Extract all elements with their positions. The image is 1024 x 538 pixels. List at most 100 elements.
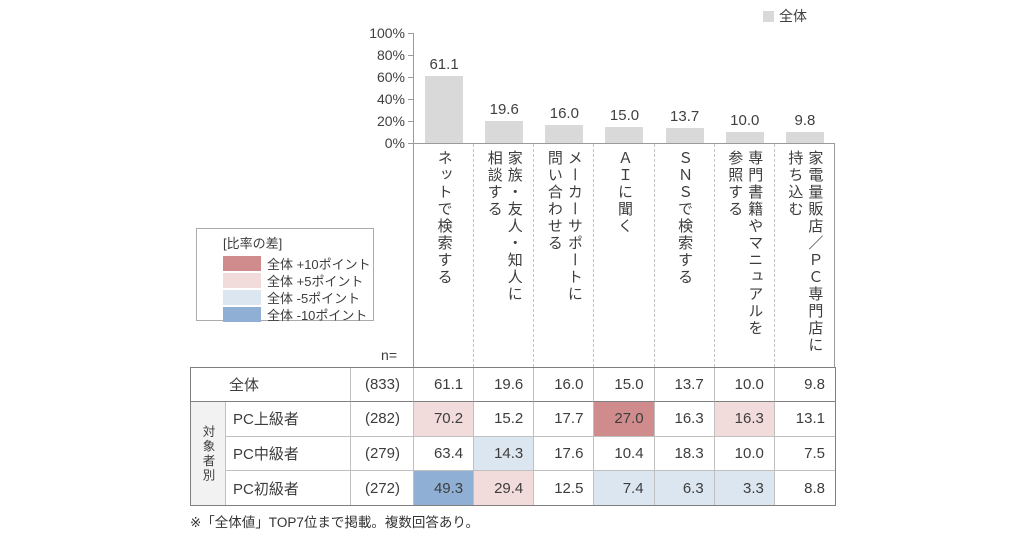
value-cell: 10.0 <box>714 436 775 471</box>
value-cell: 19.6 <box>474 368 535 403</box>
row-label-cell: PC初級者 <box>226 470 351 506</box>
bar <box>665 127 704 143</box>
value-cell: 12.5 <box>534 470 595 506</box>
value-cell: 8.8 <box>774 470 835 506</box>
value-cell: 63.4 <box>414 436 475 471</box>
category-column: 専門書籍やマニュアルを 参照する <box>715 144 775 367</box>
category-label: ＡＩに聞く <box>614 150 634 367</box>
category-label-line: 問い合わせる <box>545 150 563 252</box>
y-axis-tick-label: 0% <box>384 135 405 151</box>
category-label-line: ＳＮＳで検索する <box>676 150 694 286</box>
y-axis-tick-label: 20% <box>376 113 405 129</box>
row-label-cell: PC上級者 <box>226 402 351 437</box>
bar-value-label: 61.1 <box>429 55 459 73</box>
category-label: ネットで検索する <box>434 150 454 367</box>
n-cell: (272) <box>351 470 414 506</box>
bar-column: 9.8 <box>775 33 835 143</box>
value-cell: 18.3 <box>654 436 715 471</box>
row-label-cell: 全体 <box>191 368 351 403</box>
legend-swatch <box>763 10 774 22</box>
bar-column: 19.6 <box>474 33 534 143</box>
y-axis-tick-label: 60% <box>376 69 405 85</box>
category-label: ＳＮＳで検索する <box>674 150 694 367</box>
y-axis-tick-mark <box>408 121 413 122</box>
n-column-header: n= <box>381 347 397 363</box>
bar-plot-area: 61.1 19.6 16.0 15.0 13.7 10.0 9.8 <box>413 33 835 143</box>
y-axis-tick-mark <box>408 33 413 34</box>
category-label-line: メーカーサポートに <box>565 150 583 303</box>
category-label-line: 家電量販店／ＰＣ専門店に <box>806 150 824 354</box>
bar-column: 61.1 <box>414 33 474 143</box>
value-cell: 15.2 <box>474 402 535 437</box>
diff-legend-swatch <box>223 273 261 288</box>
diff-legend-swatch <box>223 290 261 305</box>
diff-legend-box: [比率の差] 全体 +10ポイント 全体 +5ポイント 全体 -5ポイント 全体 -1… <box>196 228 374 323</box>
diff-legend-label: 全体 +10ポイント <box>267 257 371 272</box>
legend-label: 全体 <box>779 8 807 24</box>
bar-column: 10.0 <box>715 33 775 143</box>
category-column: ＳＮＳで検索する <box>655 144 715 367</box>
data-table: 全体 (833) 61.1 19.6 16.0 15.0 13.7 10.0 9.8 対象者別 PC… <box>190 367 836 507</box>
category-label: メーカーサポートに 問い合わせる <box>544 150 584 367</box>
value-cell: 17.7 <box>534 402 595 437</box>
diff-legend-entry: 全体 +10ポイント <box>223 255 373 272</box>
value-cell: 16.0 <box>534 368 595 403</box>
bar <box>725 132 764 143</box>
category-label: 家電量販店／ＰＣ専門店に 持ち込む <box>784 150 824 367</box>
y-axis-tick-label: 100% <box>369 25 405 41</box>
diff-legend-swatch <box>223 307 261 322</box>
n-cell: (279) <box>351 436 414 471</box>
value-cell: 7.5 <box>774 436 835 471</box>
diff-legend-entry: 全体 +5ポイント <box>223 272 373 289</box>
y-axis-tick-mark <box>408 77 413 78</box>
value-cell: 49.3 <box>414 470 475 506</box>
bar-value-label: 10.0 <box>730 112 760 129</box>
diff-legend-entry: 全体 -10ポイント <box>223 306 373 323</box>
value-cell: 27.0 <box>594 402 655 437</box>
bar <box>545 125 584 143</box>
value-cell: 13.7 <box>654 368 715 403</box>
category-label-line: 専門書籍やマニュアルを <box>746 150 764 337</box>
category-column: 家電量販店／ＰＣ専門店に 持ち込む <box>775 144 834 367</box>
category-label-line: ＡＩに聞く <box>615 150 633 235</box>
diff-legend-label: 全体 -10ポイント <box>267 308 368 323</box>
bar-value-label: 15.0 <box>609 106 640 124</box>
category-column: メーカーサポートに 問い合わせる <box>534 144 595 367</box>
category-label-line: 参照する <box>726 150 744 218</box>
bar-column: 13.7 <box>655 33 715 143</box>
chart-legend: 全体 <box>763 6 807 26</box>
row-label-cell: PC中級者 <box>226 436 351 471</box>
diff-legend-title: [比率の差] <box>223 236 283 251</box>
n-cell: (282) <box>351 402 414 437</box>
value-cell: 70.2 <box>414 402 475 437</box>
value-cell: 14.3 <box>474 436 535 471</box>
diff-legend-label: 全体 +5ポイント <box>267 274 364 289</box>
value-cell: 9.8 <box>774 368 835 403</box>
category-column: ＡＩに聞く <box>594 144 655 367</box>
bar-value-label: 13.7 <box>670 107 700 125</box>
diff-legend-label: 全体 -5ポイント <box>267 291 361 306</box>
category-column: ネットで検索する <box>414 144 475 367</box>
bar <box>425 75 464 143</box>
value-cell: 10.4 <box>594 436 655 471</box>
bar <box>485 121 524 143</box>
value-cell: 6.3 <box>654 470 715 506</box>
category-label: 家族・友人・知人に 相談する <box>484 150 524 367</box>
value-cell: 10.0 <box>714 368 775 403</box>
y-axis-tick-label: 40% <box>376 91 405 107</box>
category-column: 家族・友人・知人に 相談する <box>474 144 535 367</box>
category-label-area: ネットで検索する 家族・友人・知人に 相談する メーカーサポートに 問い合わせる ＡＩに聞… <box>413 143 835 367</box>
diff-legend-swatch <box>223 256 261 271</box>
value-cell: 15.0 <box>594 368 655 403</box>
category-label: 専門書籍やマニュアルを 参照する <box>724 150 764 367</box>
value-cell: 16.3 <box>714 402 775 437</box>
category-label-line: 相談する <box>485 150 503 218</box>
value-cell: 17.6 <box>534 436 595 471</box>
bar-value-label: 19.6 <box>489 101 519 119</box>
category-label-line: 家族・友人・知人に <box>505 150 523 303</box>
category-label-line: ネットで検索する <box>435 150 453 286</box>
y-axis-tick-mark <box>408 143 413 144</box>
value-cell: 7.4 <box>594 470 655 506</box>
value-cell: 13.1 <box>774 402 835 437</box>
